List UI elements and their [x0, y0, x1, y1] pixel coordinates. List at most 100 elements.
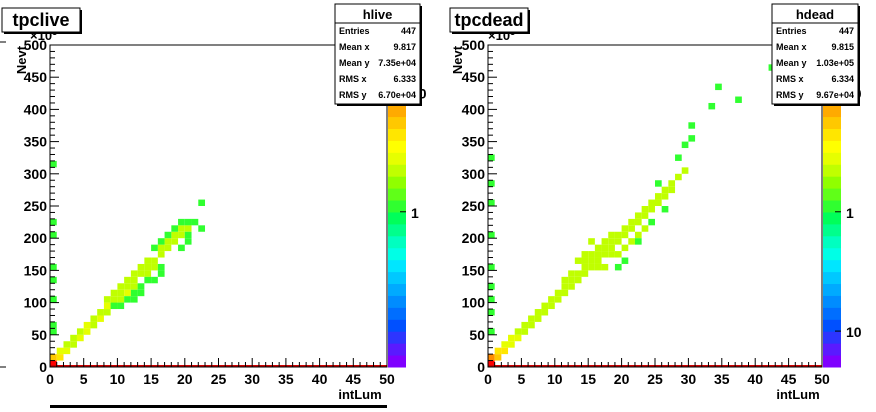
x-tick-label: 45: [346, 371, 362, 387]
y-tick-label: 400: [462, 101, 486, 117]
colorbar-segment: [823, 247, 841, 261]
heatmap-cell: [568, 276, 575, 284]
chart-panel-tpcdead: 0 5 10 15 20 25 30 35 40 45 5005010015020025030035…: [449, 3, 862, 402]
heatmap-cell: [83, 321, 91, 329]
heatmap-cell: [588, 238, 595, 245]
stats-box: [334, 3, 421, 105]
x-tick-label: 25: [211, 371, 227, 387]
colorbar-segment: [388, 176, 406, 189]
heatmap-cell: [588, 263, 595, 271]
heatmap-cell: [681, 141, 689, 149]
x-tick-label: 5: [80, 371, 88, 387]
heatmap-cell: [641, 212, 649, 219]
heatmap-cell: [171, 238, 179, 245]
heatmap-cell: [124, 276, 131, 284]
heatmap-cell: [184, 231, 192, 239]
heatmap-cell: [63, 347, 71, 355]
heatmap-cell: [198, 225, 206, 232]
heatmap-cell: [594, 257, 602, 264]
heatmap-cell: [634, 218, 642, 226]
colorbar-segment: [823, 152, 841, 165]
heatmap-cell: [70, 334, 77, 342]
z-tick-label: 10: [846, 324, 862, 340]
stats-row-value: 1.03e+05: [816, 58, 854, 68]
colorbar-segment: [388, 200, 406, 213]
stats-row-label: RMS y: [776, 90, 804, 100]
colorbar-segment: [823, 140, 841, 153]
y-tick-label: 200: [24, 230, 48, 246]
heatmap-cell: [171, 231, 179, 239]
heatmap-cell: [184, 225, 192, 232]
panel-title: tpcdead: [454, 10, 523, 30]
heatmap-cell: [715, 83, 722, 91]
stats-row-value: 6.333: [393, 74, 416, 84]
heatmap-cell: [157, 251, 165, 258]
heatmap-cell: [184, 218, 192, 226]
heatmap-cell: [56, 354, 64, 361]
heatmap-cell: [661, 186, 669, 194]
heatmap-cell: [191, 218, 199, 226]
heatmap-cell: [561, 289, 569, 297]
heatmap-cell: [554, 289, 562, 297]
heatmap-cell: [588, 257, 595, 264]
colorbar-segment: [823, 283, 841, 296]
heatmap-cell: [151, 244, 158, 252]
y-tick-label: 400: [24, 101, 48, 117]
heatmap-cell: [164, 238, 172, 245]
heatmap-cell: [50, 321, 57, 329]
heatmap-cell: [488, 354, 495, 361]
stats-row-label: Mean y: [776, 58, 807, 68]
colorbar-segment: [388, 343, 406, 356]
heatmap-cell: [50, 263, 57, 271]
heatmap-cell: [488, 199, 495, 206]
heatmap-cell: [103, 309, 111, 316]
colorbar-segment: [823, 211, 841, 225]
stats-row-label: RMS x: [776, 74, 804, 84]
heatmap-cell: [50, 328, 57, 335]
heatmap-cell: [50, 160, 57, 168]
heatmap-cell: [581, 257, 589, 264]
heatmap-cell: [514, 334, 522, 342]
heatmap-cell: [151, 257, 158, 264]
x-tick-label: 30: [681, 371, 697, 387]
heatmap-cell: [634, 212, 642, 219]
heatmap-cell: [641, 225, 649, 232]
heatmap-cell: [608, 251, 615, 258]
heatmap-cell: [614, 251, 622, 258]
heatmap-cell: [601, 238, 609, 245]
heatmap-cell: [184, 238, 192, 245]
x-axis-label: intLum: [338, 387, 381, 402]
x-tick-label: 35: [278, 371, 294, 387]
heatmap-cell: [501, 347, 509, 355]
heatmap-cell: [50, 354, 57, 361]
y-tick-label: 300: [24, 166, 48, 182]
heatmap-cell: [614, 231, 622, 239]
heatmap-cell: [668, 186, 676, 194]
x-tick-label: 0: [484, 371, 492, 387]
heatmap-cell: [528, 321, 535, 329]
heatmap-cell: [198, 199, 206, 206]
heatmap-cell: [534, 315, 542, 322]
heatmap-cell: [144, 276, 152, 284]
colorbar-segment: [823, 307, 841, 320]
y-tick-label: 350: [462, 134, 486, 150]
y-tick-label: 50: [31, 327, 47, 343]
x-tick-label: 45: [781, 371, 797, 387]
heatmap-cell: [594, 244, 602, 252]
heatmap-cell: [164, 244, 172, 252]
heatmap-cell: [50, 296, 57, 303]
heatmap-cell: [178, 244, 185, 252]
heatmap-cell: [124, 289, 131, 297]
heatmap-cell: [675, 154, 682, 161]
heatmap-cell: [97, 309, 104, 316]
heatmap-cell: [554, 296, 562, 303]
heatmap-cell: [76, 328, 84, 335]
heatmap-cell: [90, 315, 98, 322]
heatmap-cell: [144, 270, 152, 277]
y-tick-label: 50: [469, 327, 485, 343]
heatmap-cell: [110, 296, 118, 303]
heatmap-cell: [130, 289, 138, 297]
colorbar-segment: [388, 211, 406, 225]
colorbar-segment: [388, 128, 406, 141]
heatmap-cell: [621, 244, 629, 252]
